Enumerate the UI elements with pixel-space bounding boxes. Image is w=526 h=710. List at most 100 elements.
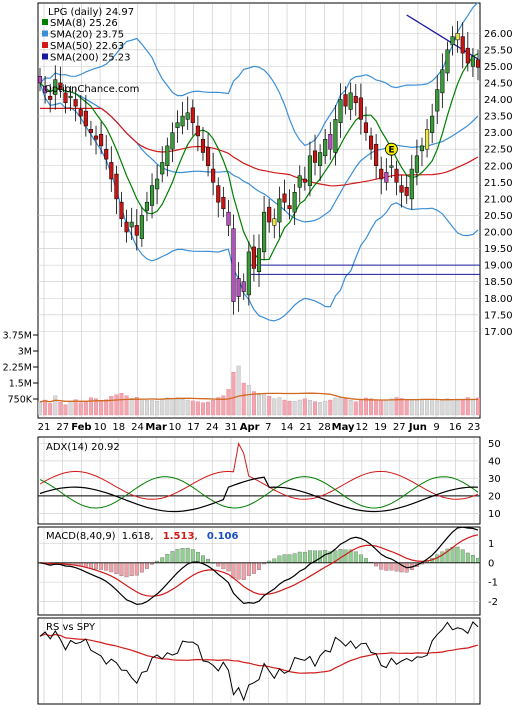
candle-body — [287, 205, 292, 210]
price-tick-label: 20.50 — [484, 211, 513, 222]
volume-bar — [134, 397, 139, 416]
price-tick-label: 22.00 — [484, 161, 513, 172]
macd-hist-bar — [170, 551, 175, 563]
legend-swatch — [42, 53, 48, 60]
volume-bar — [236, 365, 241, 416]
macd-hist-bar — [221, 562, 226, 569]
macd-hist-bar — [257, 562, 261, 570]
macd-tick-label: 0 — [488, 558, 494, 569]
bollinger-upper — [39, 1, 479, 147]
price-tick-label: 18.00 — [484, 294, 513, 305]
macd-hist-bar — [241, 562, 246, 580]
macd-hist-bar — [343, 549, 348, 563]
volume-axis: 3.75M 3M 2.25M 1.5M 750K — [3, 331, 38, 406]
volume-bar — [58, 402, 63, 416]
date-axis: 21 27 Feb 10 18 24 Mar 10 17 24 31 Apr 7 14 21 28 May 12 1… — [38, 422, 481, 433]
signal-line — [39, 534, 479, 597]
earnings-marker-circle — [385, 142, 398, 156]
volume-bar — [414, 400, 419, 416]
macd-axis: 1 0 -1 -2 — [488, 539, 498, 608]
volume-bar — [119, 393, 124, 416]
volume-bar — [389, 398, 394, 416]
candle-body — [129, 221, 134, 228]
price-tick-label: 22.50 — [484, 145, 513, 156]
volume-tick-label: 3M — [18, 347, 32, 358]
date-tick-label: 28 — [318, 422, 331, 433]
date-tick-label: 16 — [449, 422, 462, 433]
candle-body — [48, 95, 53, 100]
volume-bar — [318, 402, 323, 416]
volume-bar — [165, 397, 170, 416]
volume-bar — [338, 397, 343, 416]
candle-body — [241, 281, 246, 292]
candle-body — [338, 99, 343, 123]
volume-bar — [267, 396, 272, 416]
candle-body — [251, 246, 256, 269]
volume-bar — [221, 395, 226, 416]
volume-bar — [94, 398, 99, 416]
volume-bar — [99, 400, 104, 416]
volume-bar — [374, 399, 379, 416]
volume-bar — [206, 401, 211, 416]
volume-bar — [150, 400, 155, 416]
macd-hist-bar — [246, 562, 251, 576]
macd-hist-bar — [364, 558, 368, 563]
macd-hist-bar — [88, 562, 93, 569]
volume-bar — [358, 399, 363, 416]
volume-bar — [348, 400, 353, 416]
volume-bar — [63, 404, 68, 416]
candle-body — [37, 76, 43, 84]
volume-bar — [435, 400, 440, 416]
price-panel: E 26.00 25.50 25.00 24.50 24.00 23.50 23.00 22.… — [3, 1, 513, 433]
volume-bar — [175, 397, 180, 416]
candle-body — [292, 192, 297, 213]
candle-body — [180, 115, 185, 127]
candle-body — [348, 92, 353, 110]
volume-bar — [114, 394, 119, 416]
candle-body — [190, 107, 195, 123]
legend-swatch — [42, 19, 48, 25]
macd-hist-bar — [307, 550, 312, 563]
volume-tick-label: 750K — [8, 395, 33, 406]
candle-body — [394, 168, 399, 183]
candle-body — [267, 206, 272, 223]
candle-body — [277, 198, 282, 223]
macd-hist-bar — [185, 547, 190, 563]
volume-bar — [216, 397, 221, 416]
volume-bar — [104, 399, 109, 416]
macd-hist-bar — [292, 553, 297, 563]
price-tick-label: 19.00 — [484, 261, 513, 272]
volume-bar — [470, 398, 475, 416]
macd-line — [39, 526, 479, 606]
candle-body — [323, 139, 328, 157]
date-tick-label: Apr — [240, 422, 260, 433]
volume-bar — [38, 401, 43, 416]
macd-hist-bar — [297, 551, 302, 563]
volume-bar — [445, 398, 450, 416]
macd-hist-bar — [119, 562, 124, 576]
volume-bar — [200, 402, 205, 416]
candle-body — [83, 110, 88, 127]
date-tick-label: 24 — [206, 422, 219, 433]
date-tick-label: 21 — [299, 422, 312, 433]
macd-hist-bar — [231, 562, 236, 579]
volume-bar — [333, 397, 338, 416]
macd-hist-bar — [206, 558, 211, 563]
price-tick-label: 21.50 — [484, 178, 513, 189]
svg-text:MACD(8,40,9) 1.618,: MACD(8,40,9) 1.618, 1.513, 0.106 — [46, 531, 238, 542]
candle-body — [236, 278, 241, 297]
volume-bar — [369, 398, 374, 416]
macd-hist-bar — [374, 562, 379, 567]
macd-hist-bar — [109, 562, 114, 573]
candle-body — [155, 178, 160, 190]
price-tick-label: 21.00 — [484, 194, 513, 205]
rs-average-line — [39, 633, 479, 674]
volume-bar — [328, 399, 333, 416]
price-tick-label: 23.50 — [484, 112, 513, 123]
macd-tick-label: 1 — [488, 539, 494, 550]
macd-hist-bar — [216, 562, 221, 567]
volume-bar — [292, 401, 297, 416]
hist-value: 0.106 — [207, 531, 239, 542]
volume-bar — [180, 399, 185, 416]
